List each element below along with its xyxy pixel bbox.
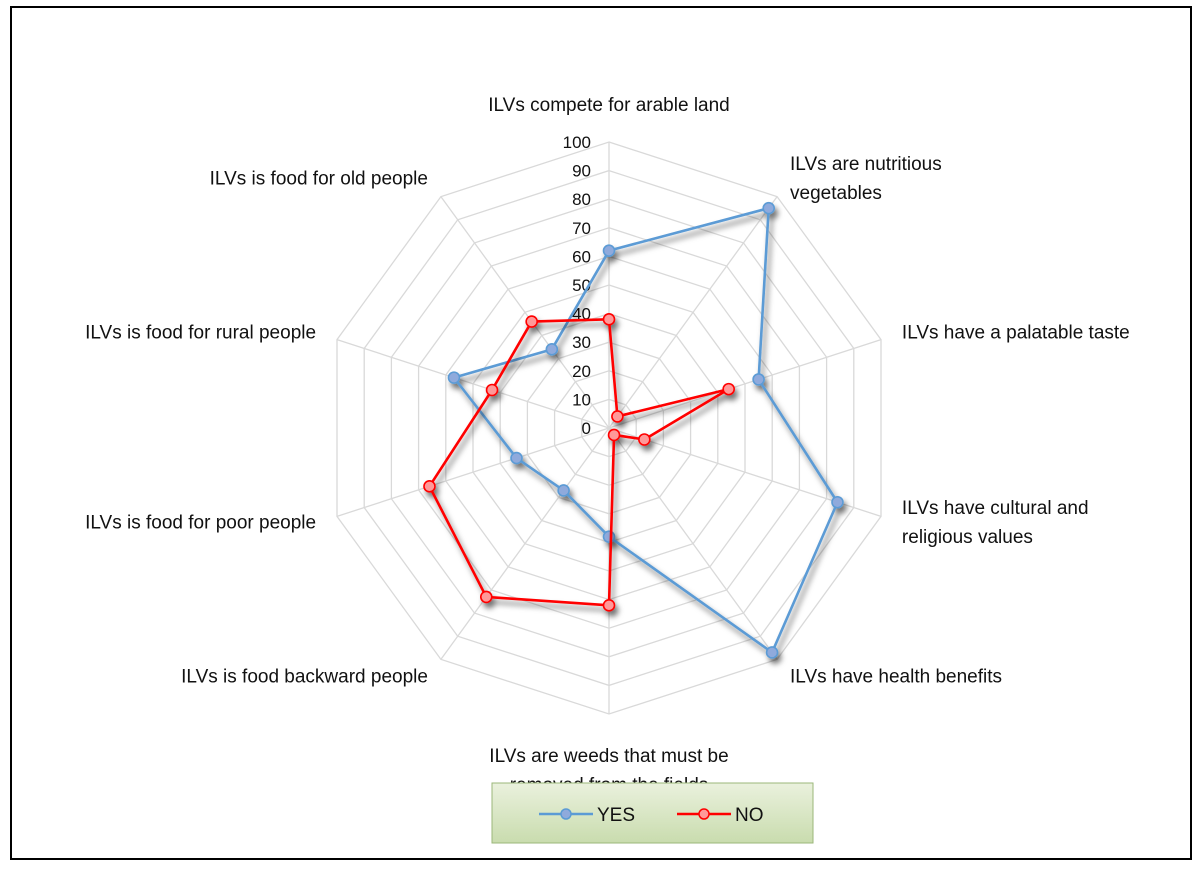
category-labels: ILVs compete for arable land ILVs are nut…: [85, 95, 1130, 796]
grid-spoke: [608, 196, 778, 429]
category-label-line: ILVs are nutritious: [790, 154, 942, 175]
series-yes: [447, 201, 844, 659]
series-line: [452, 206, 839, 654]
data-point: [447, 371, 461, 384]
category-label-line: ILVs is food backward people: [181, 667, 428, 688]
category-label-line: ILVs is food for rural people: [85, 322, 316, 343]
grid-spoke: [440, 196, 610, 429]
data-point: [602, 313, 616, 326]
data-point: [602, 244, 616, 257]
grid-spoke: [336, 427, 610, 517]
category-label: ILVs is food for old people: [210, 168, 428, 189]
category-label: ILVs are nutritious vegetables: [790, 154, 942, 204]
legend-label-yes: YES: [597, 805, 635, 826]
data-point: [831, 495, 844, 509]
grid-spoke: [440, 427, 610, 660]
data-point: [752, 373, 765, 386]
tick-label: 70: [572, 219, 591, 238]
series-no: [423, 313, 735, 612]
data-point: [479, 590, 493, 604]
data-point: [722, 382, 735, 396]
tick-label: 90: [572, 162, 591, 181]
data-point: [762, 201, 776, 215]
category-label-line: ILVs have a palatable taste: [902, 322, 1130, 343]
category-label: ILVs have a palatable taste: [902, 322, 1130, 343]
category-label-line: ILVs have cultural and: [902, 498, 1089, 519]
radar-grid: [336, 141, 882, 715]
category-label-line: ILVs have health benefits: [790, 667, 1002, 688]
category-label-line: ILVs is food for old people: [210, 168, 428, 189]
category-label-line: ILVs compete for arable land: [488, 95, 730, 116]
category-label: ILVs is food for poor people: [85, 513, 316, 534]
category-label: ILVs compete for arable land: [488, 95, 730, 116]
tick-label: 0: [582, 419, 591, 438]
grid-spoke: [336, 339, 610, 429]
data-point: [607, 428, 621, 442]
tick-label: 10: [572, 390, 591, 409]
category-label: ILVs is food backward people: [181, 667, 428, 688]
tick-label: 30: [572, 333, 591, 352]
data-point: [611, 410, 624, 423]
tick-label: 100: [563, 133, 591, 152]
category-label: ILVs is food for rural people: [85, 322, 316, 343]
data-point: [602, 530, 616, 543]
series-layer: [423, 201, 844, 659]
category-label-line: ILVs are weeds that must be: [489, 746, 728, 767]
data-point: [525, 315, 538, 328]
data-point: [638, 433, 651, 446]
data-point: [485, 383, 499, 397]
grid-spoke: [608, 427, 778, 660]
category-label-line: vegetables: [790, 183, 882, 204]
data-point: [423, 480, 436, 493]
chart-frame: 0 10 20 30 40 50 60 70 80 90 100 ILVs compete for …: [10, 6, 1192, 860]
tick-label: 60: [572, 247, 591, 266]
legend-item-yes: YES: [539, 805, 635, 826]
data-point: [545, 343, 559, 356]
data-point: [557, 484, 570, 497]
category-label: ILVs have health benefits: [790, 667, 1002, 688]
tick-label: 20: [572, 362, 591, 381]
tick-label: 80: [572, 190, 591, 209]
data-point: [602, 599, 616, 612]
grid-spoke: [608, 339, 882, 429]
category-label-line: ILVs is food for poor people: [85, 513, 316, 534]
legend-label-no: NO: [735, 805, 764, 826]
category-label-line: religious values: [902, 527, 1033, 548]
legend: YES NO: [491, 782, 814, 844]
category-label: ILVs have cultural and religious values: [902, 498, 1089, 548]
data-point: [510, 451, 523, 465]
data-point: [765, 646, 779, 659]
legend-item-no: NO: [677, 805, 764, 826]
